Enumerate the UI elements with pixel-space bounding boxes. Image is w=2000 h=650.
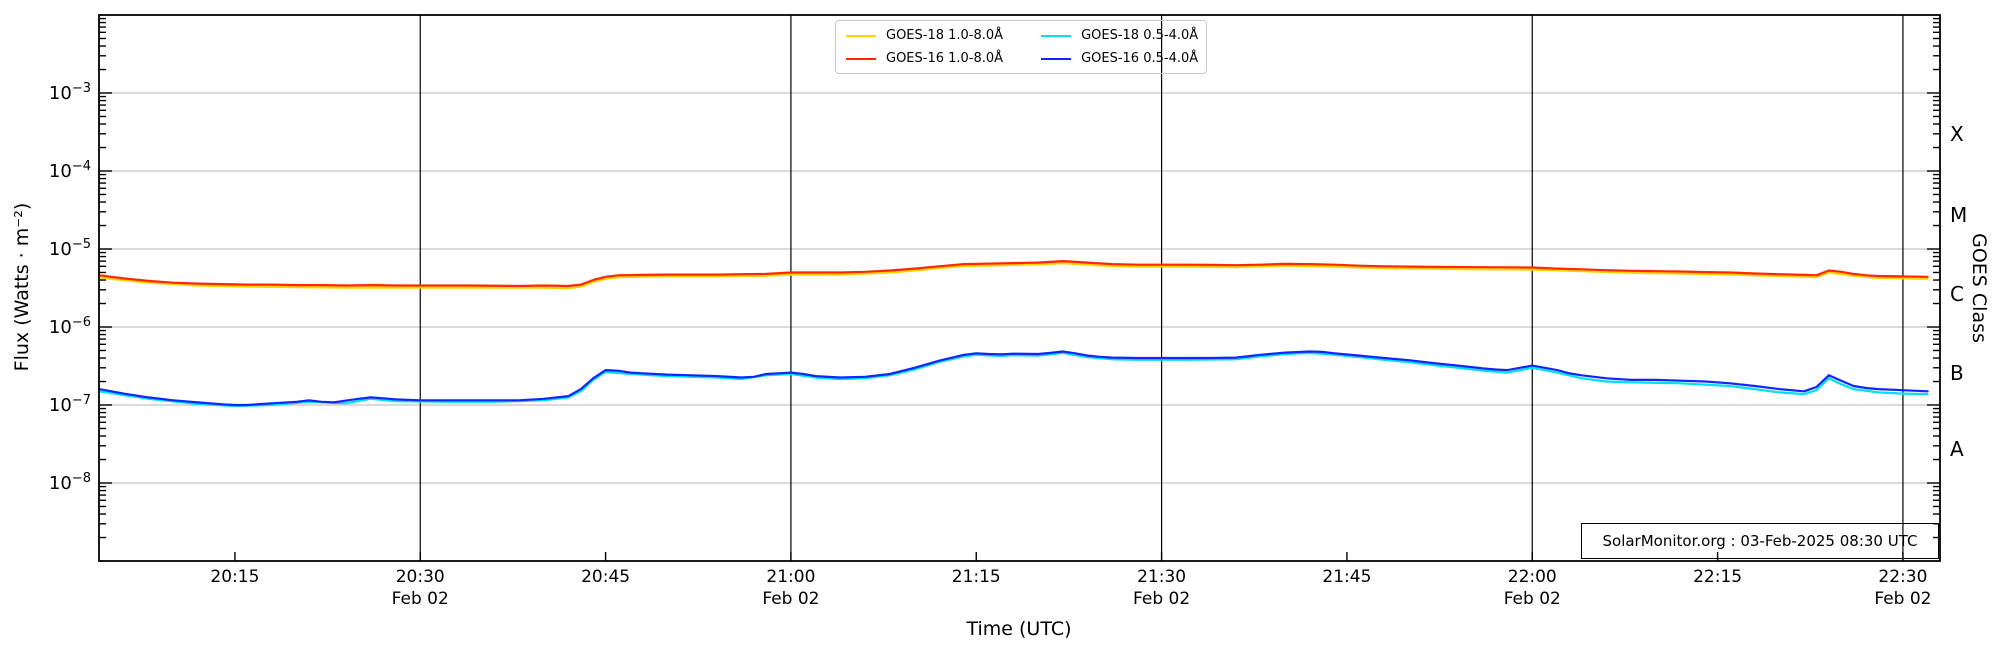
legend-label: GOES-18 1.0-8.0Å: [886, 28, 1004, 43]
legend: GOES-18 1.0-8.0Å GOES-16 1.0-8.0Å GOES-1…: [835, 20, 1207, 74]
goes-class-label-x: X: [1950, 122, 1964, 146]
vertical-gridlines: [419, 15, 1904, 561]
goes-class-label-c: C: [1950, 282, 1964, 306]
x-tick-date-label: Feb 02: [392, 589, 449, 609]
x-tick-label: 20:45: [581, 567, 630, 587]
series-line-1: [97, 262, 1929, 290]
x-tick-label: 22:00: [1508, 567, 1557, 587]
x-tick-date-label: Feb 02: [1133, 589, 1190, 609]
x-tick-label: 22:15: [1693, 567, 1742, 587]
axis-ticks: [99, 17, 1940, 561]
series-line-4: [97, 350, 1929, 407]
x-tick-label: 20:30: [396, 567, 445, 587]
y-axis-title: Flux (Watts · m⁻²): [11, 202, 33, 372]
x-tick-label: 21:00: [766, 567, 815, 587]
plot-frame: [98, 14, 1941, 562]
right-axis-title: GOES Class: [1968, 233, 1990, 343]
legend-label: GOES-16 1.0-8.0Å: [886, 51, 1004, 66]
y-tick-label: 10−6: [49, 315, 91, 338]
legend-item-goes18-short: GOES-18 0.5-4.0Å: [1041, 24, 1198, 47]
x-axis-title: Time (UTC): [966, 618, 1072, 640]
y-tick-label: 10−8: [49, 471, 91, 494]
x-tick-label: 22:30: [1878, 567, 1927, 587]
goes-class-label-b: B: [1950, 361, 1964, 385]
legend-item-goes16-short: GOES-16 0.5-4.0Å: [1041, 47, 1198, 70]
y-tick-label: 10−4: [49, 159, 91, 182]
legend-line-sample-goes18-short: [1041, 34, 1072, 37]
x-tick-date-label: Feb 02: [1874, 589, 1931, 609]
series-lines: [97, 260, 1929, 408]
x-tick-date-label: Feb 02: [1504, 589, 1561, 609]
y-tick-label: 10−5: [49, 237, 91, 260]
y-tick-labels: 10−3 10−4 10−5 10−6 10−7 10−8: [49, 81, 91, 494]
legend-item-goes18-long: GOES-18 1.0-8.0Å: [846, 24, 1003, 47]
watermark: SolarMonitor.org : 03-Feb-2025 08:30 UTC: [1581, 523, 1939, 559]
goes-class-label-a: A: [1950, 437, 1964, 461]
legend-line-sample-goes18-long: [846, 34, 876, 37]
series-line-3: [97, 351, 1929, 408]
y-tick-label: 10−3: [49, 81, 91, 104]
y-tick-label: 10−7: [49, 393, 91, 416]
x-tick-label: 20:15: [210, 567, 259, 587]
legend-item-goes16-long: GOES-16 1.0-8.0Å: [846, 47, 1003, 70]
x-tick-date-label: Feb 02: [762, 589, 819, 609]
series-line-2: [97, 260, 1929, 288]
horizontal-gridlines: [99, 92, 1940, 484]
x-tick-label: 21:30: [1137, 567, 1186, 587]
legend-line-sample-goes16-short: [1041, 57, 1072, 60]
goes-class-label-m: M: [1950, 203, 1968, 227]
x-tick-label: 21:15: [952, 567, 1001, 587]
legend-line-sample-goes16-long: [846, 57, 876, 60]
legend-label: GOES-16 0.5-4.0Å: [1081, 51, 1199, 66]
x-tick-label: 21:45: [1322, 567, 1371, 587]
legend-label: GOES-18 0.5-4.0Å: [1081, 28, 1199, 43]
